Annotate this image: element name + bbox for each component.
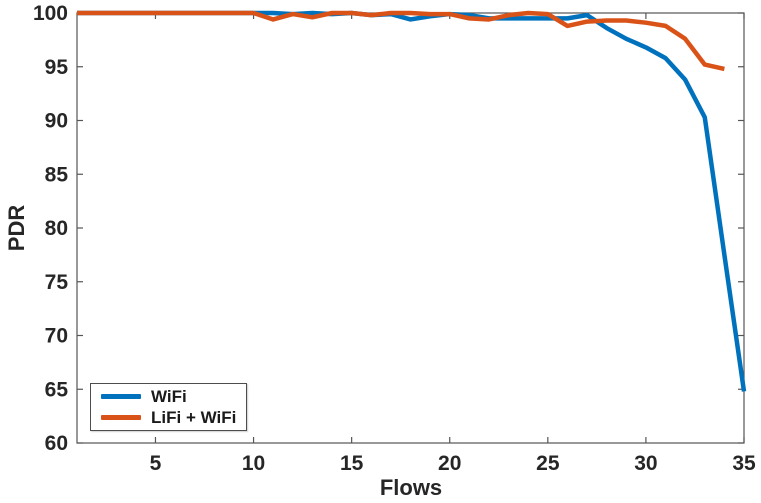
y-tick-label: 80 (45, 217, 68, 240)
y-tick-label: 60 (45, 432, 68, 455)
legend-line-sample-wifi (101, 394, 141, 399)
y-axis-label: PDR (4, 204, 29, 252)
series-line-lifi-wifi (77, 10, 725, 72)
legend: WiFi LiFi + WiFi (90, 383, 247, 431)
y-tick-label: 85 (45, 163, 69, 186)
y-tick-label: 70 (45, 325, 68, 348)
y-tick-label: 90 (45, 110, 68, 133)
legend-label-wifi: WiFi (151, 387, 187, 406)
legend-label-lifi-wifi: LiFi + WiFi (151, 408, 237, 427)
legend-item-wifi: WiFi (91, 386, 246, 407)
x-tick-label: 30 (634, 452, 657, 475)
legend-item-lifi-wifi: LiFi + WiFi (91, 407, 246, 428)
y-tick-label: 65 (45, 378, 69, 401)
x-tick-label: 20 (438, 452, 461, 475)
x-tick-label: 35 (732, 452, 756, 475)
y-tick-label: 95 (45, 56, 69, 79)
series-line-wifi (77, 10, 747, 392)
x-tick-label: 10 (242, 452, 265, 475)
x-axis-label: Flows (379, 475, 443, 500)
x-tick-label: 15 (340, 452, 364, 475)
plot-box (76, 12, 745, 444)
y-tick-label: 75 (45, 271, 69, 294)
x-tick-label: 25 (536, 452, 560, 475)
y-tick-label: 100 (33, 2, 68, 25)
x-tick-label: 5 (150, 452, 162, 475)
legend-line-sample-lifi-wifi (101, 415, 141, 420)
